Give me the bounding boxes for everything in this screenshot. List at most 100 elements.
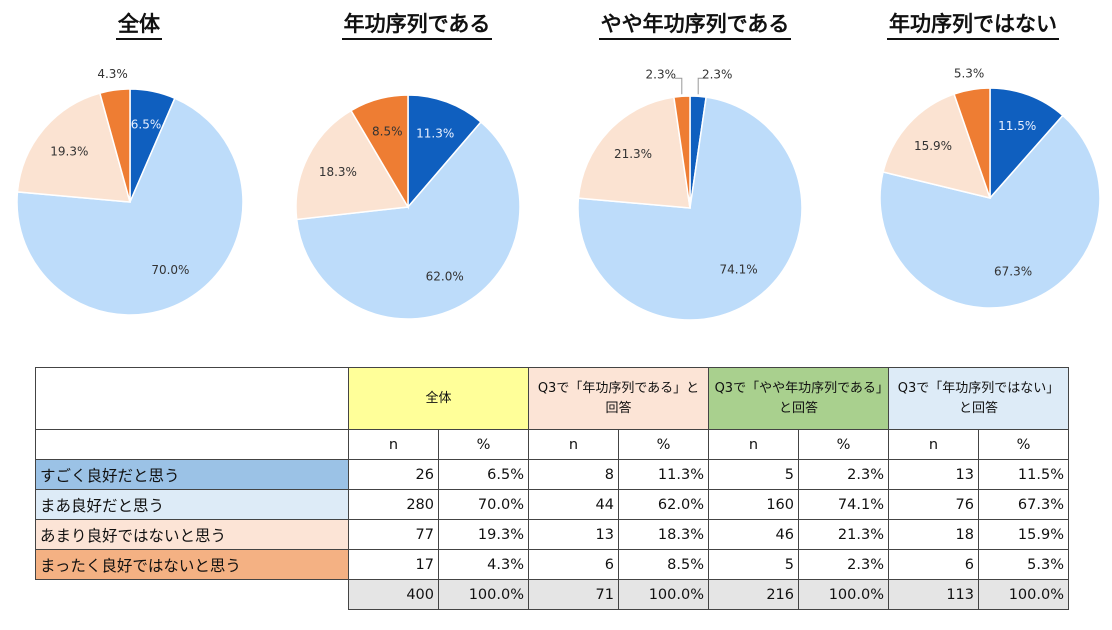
group-header-overall: 全体: [348, 367, 529, 430]
total-blank: [36, 580, 349, 610]
slice-data-label: 21.3%: [614, 147, 652, 161]
slice-not-very-good: [577, 96, 691, 209]
subheader-n: n: [708, 429, 799, 460]
table-row: まあ良好だと思う 280 70.0% 44 62.0% 160 74.1% 76…: [35, 489, 1069, 520]
total-cell: 216: [708, 579, 799, 610]
cell: 8.5%: [618, 549, 709, 580]
cell: 6: [528, 549, 619, 580]
total-cell: 400: [348, 579, 439, 610]
total-cell: 100.0%: [438, 579, 529, 610]
cell: 19.3%: [438, 519, 529, 550]
slice-not-very-good: [16, 92, 132, 203]
slice-not-good-at-all: [953, 87, 991, 199]
slice-data-label: 62.0%: [426, 269, 464, 283]
cell: 70.0%: [438, 489, 529, 520]
table-corner-cell: [35, 367, 349, 430]
cell: 17: [348, 549, 439, 580]
pie-svg: 6.5% 70.0% 19.3% 4.3%: [16, 67, 244, 316]
group-header-somewhat-seniority: Q3で「やや年功序列である」と回答: [708, 367, 889, 430]
row-label: あまり良好ではないと思う: [35, 519, 349, 550]
label-leader-line: [674, 77, 683, 95]
slice-data-label: 15.9%: [914, 139, 952, 153]
cell: 2.3%: [798, 459, 889, 490]
table-subheader-blank: [35, 429, 349, 460]
row-label: まったく良好ではないと思う: [35, 549, 349, 580]
total-cell: 100.0%: [798, 579, 889, 610]
pie-svg: 11.5% 67.3% 15.9% 5.3%: [879, 67, 1101, 309]
slice-data-label: 4.3%: [97, 67, 128, 81]
slice-very-good: [407, 94, 483, 210]
slice-data-label: 70.0%: [151, 263, 189, 277]
cell: 6: [888, 549, 979, 580]
table-subheader-row: n % n % n % n %: [35, 429, 1069, 460]
cell: 11.3%: [618, 459, 709, 490]
total-cell: 71: [528, 579, 619, 610]
slice-data-label: 18.3%: [319, 165, 357, 179]
table-total-row: 400 100.0% 71 100.0% 216 100.0% 113 100.…: [36, 579, 1069, 610]
row-label: まあ良好だと思う: [35, 489, 349, 520]
subheader-percent: %: [978, 429, 1069, 460]
cell: 280: [348, 489, 439, 520]
cell: 26: [348, 459, 439, 490]
slice-data-label: 6.5%: [131, 118, 162, 132]
total-cell: 113: [888, 579, 979, 610]
cell: 6.5%: [438, 459, 529, 490]
cell: 18: [888, 519, 979, 550]
total-cell: 100.0%: [978, 579, 1069, 610]
cell: 11.5%: [978, 459, 1069, 490]
subheader-percent: %: [438, 429, 529, 460]
cell: 74.1%: [798, 489, 889, 520]
cell: 67.3%: [978, 489, 1069, 520]
cell: 5: [708, 459, 799, 490]
row-label: すごく良好だと思う: [35, 459, 349, 490]
slice-not-very-good: [882, 93, 992, 200]
cell: 160: [708, 489, 799, 520]
slice-not-very-good: [295, 109, 410, 221]
table-row: まったく良好ではないと思う 17 4.3% 6 8.5% 5 2.3% 6 5.…: [35, 549, 1069, 580]
slice-data-label: 74.1%: [720, 263, 758, 277]
subheader-percent: %: [618, 429, 709, 460]
cell: 76: [888, 489, 979, 520]
slice-data-label: 11.3%: [416, 127, 454, 141]
slice-data-label: 2.3%: [702, 67, 733, 81]
chart-title: 年功序列である: [278, 8, 556, 40]
cell: 46: [708, 519, 799, 550]
cell: 18.3%: [618, 519, 709, 550]
slice-fairly-good: [879, 114, 1101, 309]
cell: 44: [528, 489, 619, 520]
subheader-percent: %: [798, 429, 889, 460]
slice-not-good-at-all: [98, 88, 131, 203]
cell: 13: [528, 519, 619, 550]
subheader-n: n: [528, 429, 619, 460]
pie-chart-overall: 全体 6.5% 70.0% 19.3% 4.3%: [0, 0, 278, 340]
group-header-not-seniority: Q3で「年功序列ではない」と回答: [888, 367, 1069, 430]
slice-fairly-good: [295, 120, 521, 320]
cell: 8: [528, 459, 619, 490]
slice-data-label: 8.5%: [372, 124, 403, 138]
slice-data-label: 67.3%: [994, 265, 1032, 279]
cell: 13: [888, 459, 979, 490]
cell: 21.3%: [798, 519, 889, 550]
pie-svg: 2.3% 74.1% 21.3% 2.3%: [577, 67, 803, 321]
group-header-seniority: Q3で「年功序列である」と回答: [528, 367, 709, 430]
slice-not-good-at-all: [673, 95, 691, 209]
pie-svg: 11.3% 62.0% 18.3% 8.5%: [295, 94, 521, 320]
table-row: すごく良好だと思う 26 6.5% 8 11.3% 5 2.3% 13 11.5…: [35, 459, 1069, 490]
slice-very-good: [989, 87, 1064, 200]
table-row: あまり良好ではないと思う 77 19.3% 13 18.3% 46 21.3% …: [35, 519, 1069, 550]
pie-chart-not-seniority: 年功序列ではない 11.5% 67.3% 15.9% 5.3%: [834, 0, 1112, 340]
slice-not-good-at-all: [350, 94, 409, 210]
subheader-n: n: [348, 429, 439, 460]
chart-title: 年功序列ではない: [834, 8, 1112, 40]
cell: 62.0%: [618, 489, 709, 520]
subheader-n: n: [888, 429, 979, 460]
chart-title: やや年功序列である: [556, 8, 834, 40]
cell: 4.3%: [438, 549, 529, 580]
table-group-header-row: 全体 Q3で「年功序列である」と回答 Q3で「やや年功序列である」と回答 Q3で…: [35, 367, 1069, 430]
label-leader-line: [697, 77, 704, 95]
slice-data-label: 19.3%: [50, 144, 88, 158]
slice-data-label: 5.3%: [954, 67, 985, 81]
cell: 5.3%: [978, 549, 1069, 580]
slice-fairly-good: [16, 97, 244, 316]
cell: 77: [348, 519, 439, 550]
